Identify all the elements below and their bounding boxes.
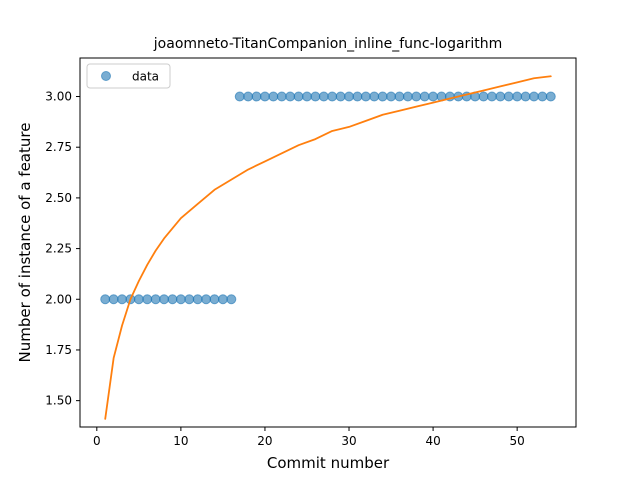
data-point <box>142 294 153 305</box>
y-tick-label: 3.00 <box>45 90 72 104</box>
x-tick-label: 10 <box>173 434 188 448</box>
data-point <box>411 91 422 102</box>
data-point <box>226 294 237 305</box>
data-point <box>259 91 270 102</box>
data-point <box>428 91 439 102</box>
data-point <box>310 91 321 102</box>
y-tick-label: 1.50 <box>45 394 72 408</box>
data-point <box>528 91 539 102</box>
data-point <box>537 91 548 102</box>
data-point <box>108 294 119 305</box>
data-point <box>377 91 388 102</box>
data-point <box>419 91 430 102</box>
data-point <box>512 91 523 102</box>
data-point <box>217 294 228 305</box>
y-tick-label: 2.50 <box>45 191 72 205</box>
data-point <box>335 91 346 102</box>
data-point <box>133 294 144 305</box>
data-point <box>243 91 254 102</box>
data-point <box>201 294 212 305</box>
x-axis-label: Commit number <box>267 454 390 472</box>
data-point <box>478 91 489 102</box>
x-tick-label: 40 <box>425 434 440 448</box>
data-point <box>167 294 178 305</box>
plot-frame <box>79 57 577 428</box>
data-point <box>251 91 262 102</box>
legend: data <box>86 63 171 89</box>
y-tick-label: 2.25 <box>45 242 72 256</box>
data-point <box>175 294 186 305</box>
data-point <box>234 91 245 102</box>
data-point <box>360 91 371 102</box>
plot-area <box>80 58 576 427</box>
data-point <box>150 294 161 305</box>
chart-title: joaomneto-TitanCompanion_inline_func-log… <box>153 36 502 52</box>
data-point <box>293 91 304 102</box>
y-axis-label: Number of instance of a feature <box>16 123 34 363</box>
legend-marker-data <box>101 71 111 81</box>
data-point <box>402 91 413 102</box>
data-point <box>318 91 329 102</box>
data-point <box>545 91 556 102</box>
x-tick-label: 50 <box>510 434 525 448</box>
data-point <box>394 91 405 102</box>
fit-line <box>104 75 552 420</box>
legend-box <box>86 63 171 89</box>
ticks-layer: 0 10 20 30 40 50 1.50 1.75 2.00 2.25 2.50 2.75 3.00 <box>45 90 525 448</box>
data-point <box>301 91 312 102</box>
data-point <box>344 91 355 102</box>
data-point <box>503 91 514 102</box>
y-tick-label: 2.75 <box>45 140 72 154</box>
data-point <box>276 91 287 102</box>
data-point <box>352 91 363 102</box>
data-point <box>159 294 170 305</box>
data-point <box>100 294 111 305</box>
data-point <box>117 294 128 305</box>
x-tick-label: 20 <box>257 434 272 448</box>
y-tick-label: 1.75 <box>45 343 72 357</box>
data-point <box>520 91 531 102</box>
data-point <box>386 91 397 102</box>
x-tick-label: 30 <box>341 434 356 448</box>
data-point <box>184 294 195 305</box>
data-point <box>285 91 296 102</box>
series-layer <box>100 75 556 420</box>
x-tick-label: 0 <box>93 434 101 448</box>
data-point <box>495 91 506 102</box>
legend-label-data: data <box>132 70 159 84</box>
y-tick-label: 2.00 <box>45 292 72 306</box>
data-point <box>268 91 279 102</box>
data-point <box>192 294 203 305</box>
data-point <box>486 91 497 102</box>
data-point <box>209 294 220 305</box>
data-point <box>369 91 380 102</box>
data-point <box>327 91 338 102</box>
